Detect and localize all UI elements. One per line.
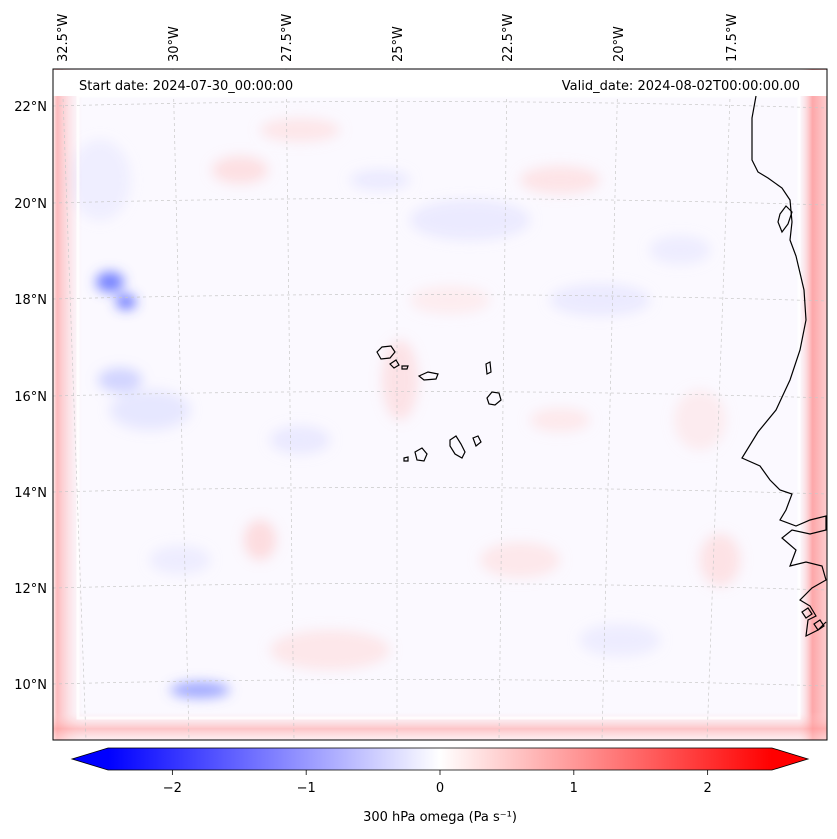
header-band <box>53 70 827 96</box>
omega-anomaly <box>270 630 390 670</box>
lat-label: 22°N <box>14 100 47 115</box>
colorbar-tick-label: 1 <box>570 781 578 796</box>
island-sal <box>485 361 492 375</box>
omega-anomaly <box>110 390 190 430</box>
island-maio <box>472 435 482 447</box>
bijagos-1 <box>801 607 813 619</box>
omega-anomaly <box>700 534 740 586</box>
meridian-line <box>172 69 190 740</box>
colorbar-outline <box>70 747 810 771</box>
colorbar: −2 −1 0 1 2 300 hPa omega (Pa s⁻¹) <box>70 747 810 825</box>
omega-anomaly <box>70 140 130 220</box>
bottom-boundary-zone <box>53 712 827 740</box>
coastline <box>376 95 827 638</box>
lat-label: 20°N <box>14 197 47 212</box>
lat-label: 16°N <box>14 390 47 405</box>
omega-anomaly <box>116 295 136 309</box>
lon-label: 17.5°W <box>725 14 740 62</box>
parallel-line <box>53 101 827 109</box>
omega-anomaly <box>270 426 330 454</box>
meridian-line <box>498 69 508 740</box>
island-santa-luzia <box>401 365 409 370</box>
lon-label: 32.5°W <box>56 14 71 62</box>
lon-label: 20°W <box>612 26 627 62</box>
valid-date-label: Valid_date: 2024-08-02T00:00:00.00 <box>562 79 800 94</box>
omega-anomaly <box>150 546 210 574</box>
parallel-line <box>53 583 827 591</box>
island-sao-vicente <box>389 359 400 369</box>
colorbar-tick-label: 0 <box>436 781 444 796</box>
omega-anomaly <box>260 118 340 142</box>
lat-label: 14°N <box>14 486 47 501</box>
meridian-line <box>61 69 87 740</box>
colorbar-gradient <box>108 748 772 770</box>
omega-anomaly <box>674 390 726 450</box>
omega-anomaly <box>350 170 410 190</box>
colorbar-tick-label: 2 <box>703 781 711 796</box>
parallel-line <box>53 391 827 399</box>
meridian-line <box>601 69 619 740</box>
colorbar-title: 300 hPa omega (Pa s⁻¹) <box>363 810 517 825</box>
colorbar-extend-high <box>772 748 808 770</box>
omega-anomaly <box>580 624 660 656</box>
parallel-line <box>53 294 827 302</box>
lat-label: 12°N <box>14 582 47 597</box>
island-sao-nicolau <box>417 371 439 381</box>
bijagos-2 <box>813 619 825 631</box>
omega-anomaly <box>382 340 418 420</box>
map-frame <box>52 68 828 741</box>
island-santiago <box>449 435 466 459</box>
map-panel: Start date: 2024-07-30_00:00:00 Valid_da… <box>53 69 827 740</box>
omega-field <box>70 118 740 698</box>
omega-anomaly <box>520 166 600 194</box>
graticule <box>53 69 827 740</box>
lon-label: 27.5°W <box>280 14 295 62</box>
lat-label: 10°N <box>14 678 47 693</box>
omega-anomaly <box>410 286 490 314</box>
meridian-line <box>285 69 295 740</box>
omega-anomaly <box>244 520 276 560</box>
omega-anomaly <box>550 284 650 316</box>
start-date-label: Start date: 2024-07-30_00:00:00 <box>79 79 293 94</box>
omega-anomaly <box>98 368 142 392</box>
colorbar-extend-low <box>72 748 108 770</box>
omega-anomaly <box>410 200 530 240</box>
african-coast <box>741 95 827 638</box>
lon-label: 22.5°W <box>501 14 516 62</box>
omega-anomaly <box>96 272 124 292</box>
coast-inlet <box>777 205 793 234</box>
lon-label: 30°W <box>167 26 182 62</box>
colorbar-tick-label: −1 <box>297 781 316 796</box>
omega-anomaly <box>212 156 268 184</box>
omega-anomaly <box>530 408 590 432</box>
omega-anomaly <box>650 236 710 264</box>
lon-label: 25°W <box>391 26 406 62</box>
parallel-line <box>53 679 827 687</box>
omega-anomaly <box>480 542 560 578</box>
island-brava <box>403 456 409 462</box>
right-boundary-zone <box>798 69 827 740</box>
latitude-labels: 22°N 20°N 18°N 16°N 14°N 12°N 10°N <box>14 100 47 693</box>
meridian-line <box>706 69 732 740</box>
parallel-line <box>53 487 827 495</box>
omega-anomaly <box>170 682 230 698</box>
longitude-labels: 32.5°W 30°W 27.5°W 25°W 22.5°W 20°W 17.5°W <box>56 14 740 62</box>
island-fogo <box>414 447 428 462</box>
colorbar-ticks: −2 −1 0 1 2 <box>163 770 712 796</box>
parallel-line <box>53 198 827 206</box>
lat-label: 18°N <box>14 293 47 308</box>
island-santo-antao <box>376 345 396 360</box>
colorbar-tick-label: −2 <box>163 781 182 796</box>
island-boa-vista <box>486 391 502 406</box>
